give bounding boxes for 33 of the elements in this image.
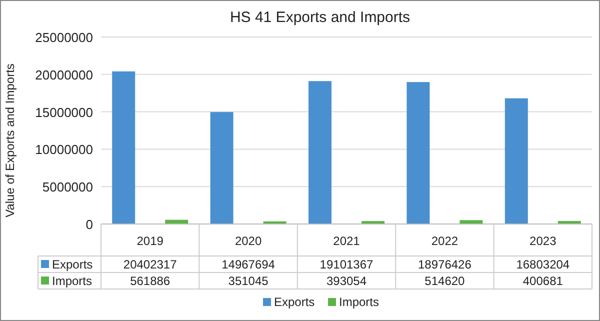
y-tick-label: 5000000	[42, 180, 93, 195]
data-label: 400681	[522, 274, 564, 288]
data-label: 16803204	[516, 258, 570, 272]
y-axis-title: Value of Exports and Imports	[3, 64, 17, 218]
y-tick-label: 10000000	[35, 142, 93, 158]
text: Imports	[52, 274, 92, 288]
data-label: 351045	[228, 274, 269, 288]
x-tick-label: 2022	[431, 234, 458, 248]
bar	[210, 112, 234, 224]
bar	[504, 98, 528, 224]
x-tick-label: 2021	[333, 234, 360, 248]
bar	[308, 81, 332, 224]
legend-label: Imports	[339, 295, 380, 309]
bar	[460, 220, 483, 224]
bar	[112, 71, 136, 224]
y-tick-label: 0	[86, 217, 93, 232]
legend-label: Exports	[52, 258, 93, 272]
data-label: 393054	[326, 274, 367, 288]
y-tick-label: 15000000	[35, 104, 93, 120]
data-label: 19101367	[320, 258, 374, 272]
y-tick-label: 20000000	[35, 67, 93, 82]
data-label: 18976426	[418, 258, 472, 272]
data-label: 20402317	[123, 258, 178, 272]
data-label: 514620	[424, 274, 466, 288]
data-label: 561886	[130, 274, 170, 288]
x-tick-label: 2023	[530, 234, 557, 248]
text: Exports	[274, 295, 315, 309]
bar	[406, 82, 430, 224]
y-tick-label: 25000000	[35, 30, 93, 45]
data-label: 14967694	[222, 258, 276, 272]
chart-title: HS 41 Exports and Imports	[230, 9, 410, 26]
x-tick-label: 2020	[234, 234, 262, 248]
x-tick-label: 2019	[136, 234, 164, 248]
